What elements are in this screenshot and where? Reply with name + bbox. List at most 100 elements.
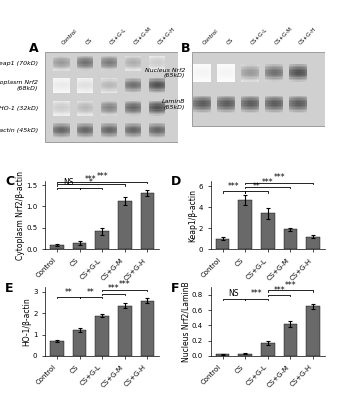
Bar <box>126 63 127 64</box>
Bar <box>137 79 138 80</box>
Bar <box>89 57 90 58</box>
Bar <box>77 104 78 106</box>
Bar <box>245 96 246 97</box>
Bar <box>53 136 55 137</box>
Bar <box>138 132 139 133</box>
Bar <box>155 108 156 109</box>
Bar <box>293 102 294 103</box>
Bar <box>116 104 117 106</box>
Bar <box>65 80 66 82</box>
Bar <box>103 64 104 66</box>
Bar <box>158 68 159 69</box>
Bar <box>137 92 138 93</box>
Bar <box>134 134 135 136</box>
Bar <box>104 79 105 80</box>
Bar <box>278 106 279 107</box>
Bar <box>63 80 64 82</box>
Bar <box>282 106 283 107</box>
Bar <box>227 107 228 109</box>
Bar <box>150 62 151 63</box>
Bar <box>151 83 152 84</box>
Bar <box>152 107 153 108</box>
Bar <box>218 70 219 72</box>
Bar <box>114 88 115 89</box>
Bar <box>152 126 153 127</box>
Bar <box>112 84 113 86</box>
Bar <box>300 70 301 72</box>
Bar <box>125 113 126 114</box>
Bar <box>89 133 90 134</box>
Bar <box>109 67 110 68</box>
Bar <box>218 66 219 67</box>
Bar <box>196 102 197 103</box>
Bar <box>137 108 138 109</box>
Bar <box>135 128 136 129</box>
Bar <box>107 123 108 124</box>
Bar <box>69 62 70 63</box>
Bar <box>79 112 80 113</box>
Bar <box>254 79 255 80</box>
Bar <box>289 104 290 106</box>
Bar <box>295 73 296 74</box>
Bar <box>57 92 58 93</box>
Bar <box>158 82 159 83</box>
Bar <box>205 78 206 79</box>
Bar <box>110 107 111 108</box>
Bar <box>58 78 60 79</box>
Bar <box>104 124 105 126</box>
Bar <box>220 74 221 76</box>
Bar <box>137 84 138 86</box>
Bar <box>140 90 142 92</box>
Bar <box>296 112 297 113</box>
Bar <box>255 73 256 74</box>
Bar <box>304 73 305 74</box>
Bar <box>195 98 196 100</box>
Bar <box>82 132 83 133</box>
Bar <box>136 104 137 106</box>
Bar <box>291 76 292 78</box>
Bar <box>194 80 195 82</box>
Bar <box>210 102 211 103</box>
Bar <box>297 97 298 98</box>
Bar <box>293 97 294 98</box>
Bar <box>90 123 91 124</box>
Bar <box>69 126 70 127</box>
Bar <box>231 70 232 72</box>
Bar <box>106 134 107 136</box>
Bar <box>253 97 254 98</box>
Bar <box>162 66 163 67</box>
Bar <box>242 103 243 104</box>
Bar <box>154 126 155 127</box>
Bar <box>267 104 268 106</box>
Bar <box>228 79 229 80</box>
Bar <box>197 98 198 100</box>
Bar <box>82 104 83 106</box>
Bar <box>200 98 201 100</box>
Bar <box>85 133 86 134</box>
Bar <box>305 97 306 98</box>
Bar <box>57 56 58 57</box>
Bar <box>101 63 103 64</box>
Bar <box>306 112 307 113</box>
Bar <box>85 79 86 80</box>
Bar <box>253 79 254 80</box>
Bar <box>82 100 83 102</box>
Bar <box>63 58 64 59</box>
Bar <box>125 60 126 62</box>
Bar <box>159 136 160 137</box>
Bar <box>163 57 164 58</box>
Bar <box>157 109 158 111</box>
Bar <box>294 73 295 74</box>
Bar <box>107 127 108 128</box>
Bar <box>220 72 221 73</box>
Bar <box>254 64 255 66</box>
Bar <box>132 113 133 114</box>
Bar <box>130 83 131 84</box>
Bar <box>153 137 154 138</box>
Bar <box>246 97 247 98</box>
Bar <box>197 104 198 106</box>
Bar <box>289 107 290 109</box>
Bar <box>80 82 81 83</box>
Bar <box>273 100 274 102</box>
Bar <box>110 128 111 129</box>
